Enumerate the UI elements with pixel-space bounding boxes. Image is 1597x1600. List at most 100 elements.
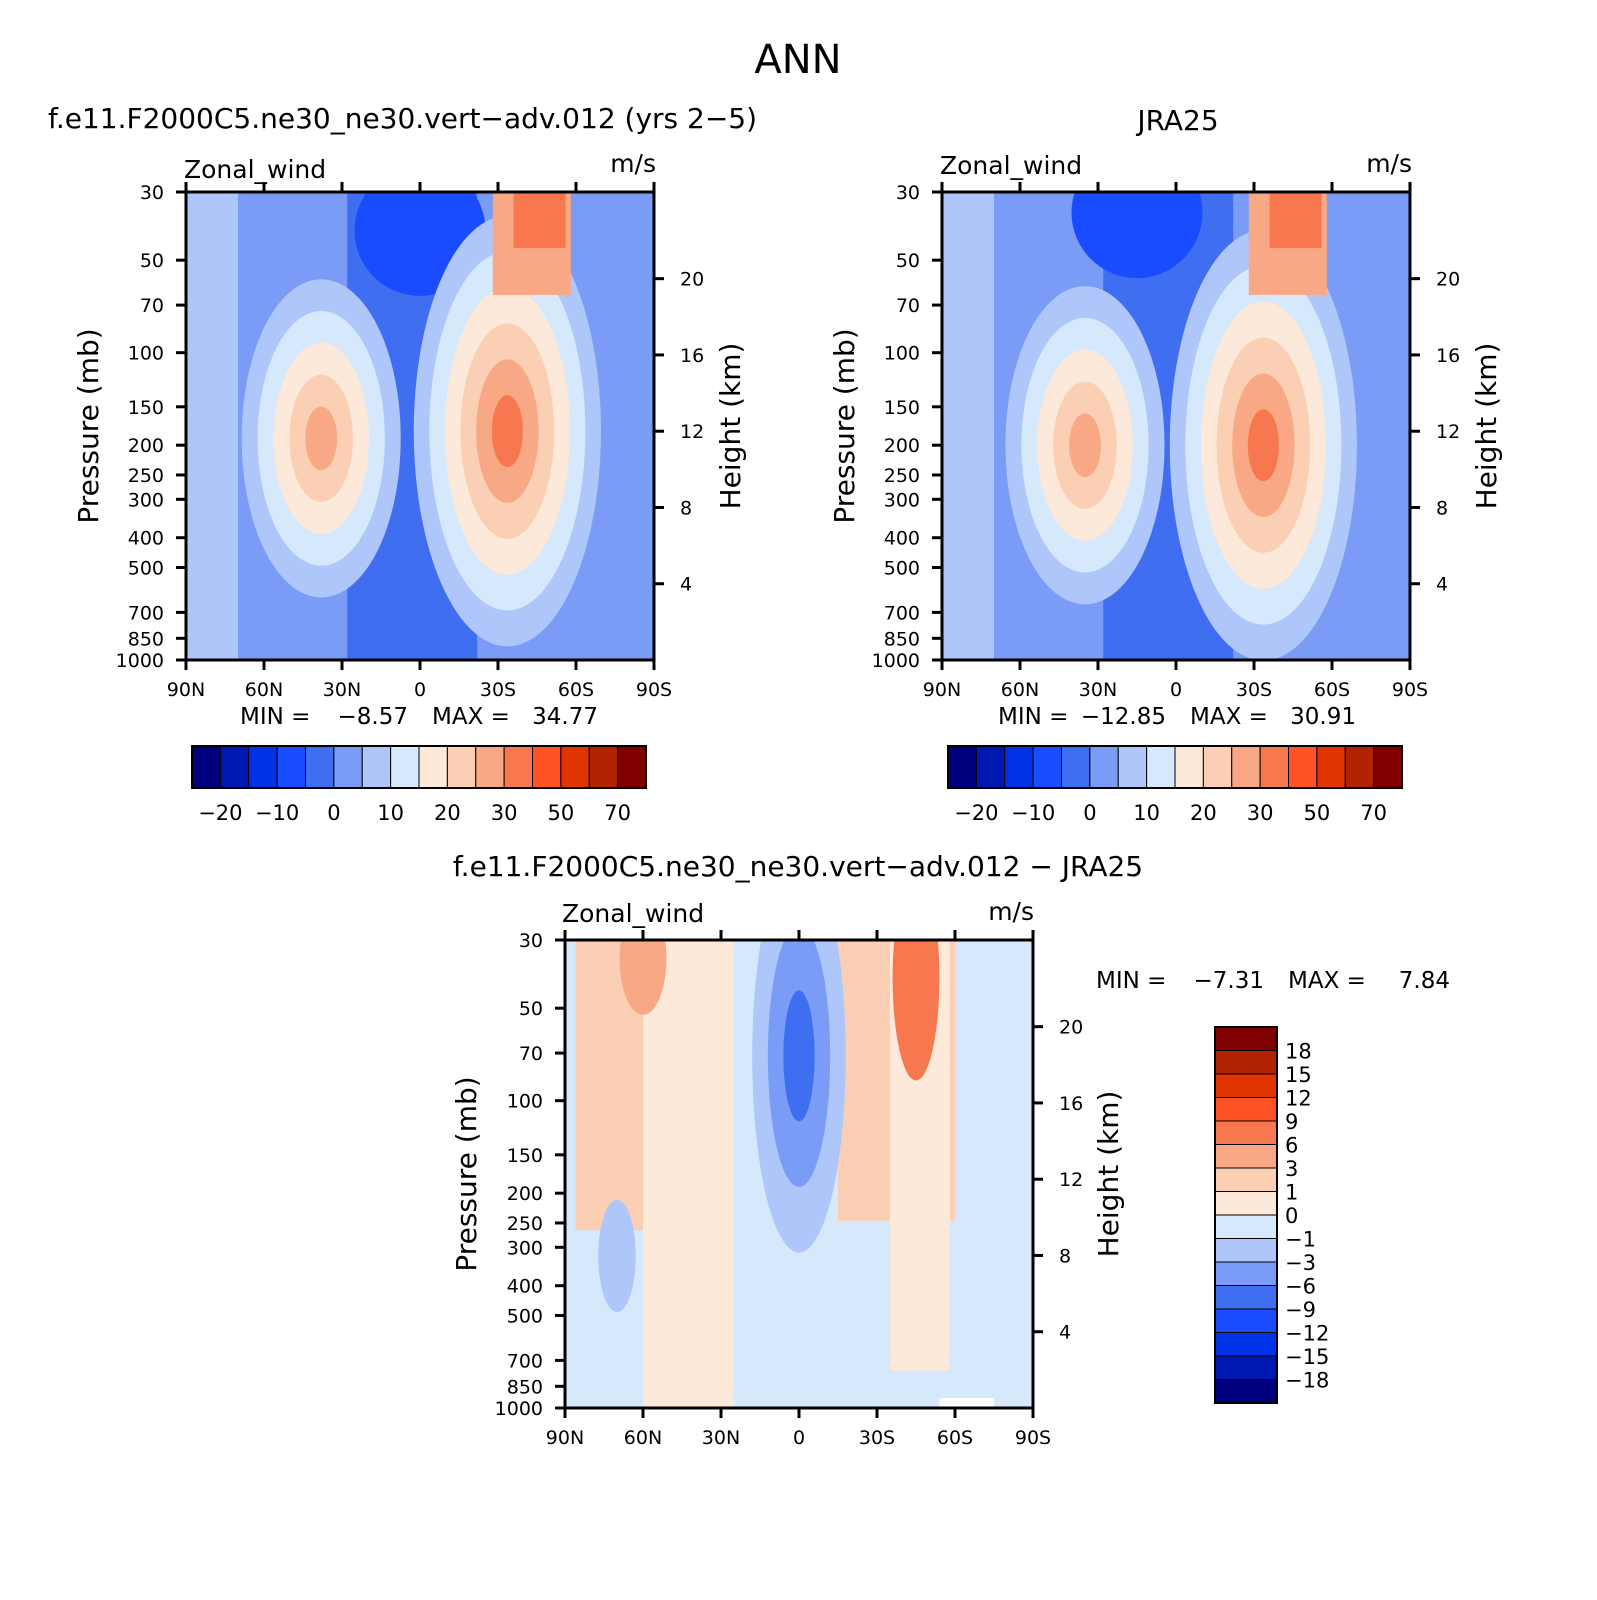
- panel-obs-right-label: m/s: [1366, 149, 1412, 178]
- colorbar-label: 50: [1304, 801, 1331, 825]
- field-sh-polar: [628, 192, 654, 660]
- colorbar-label: 18: [1285, 1040, 1312, 1064]
- panel-diff-axes: 90N 60N 30N 0 30S 60S 90S 30 50 70 100 150 200 250300…: [495, 930, 1083, 1449]
- panel-model-left-label: Zonal_wind: [184, 155, 326, 184]
- colorbar-swatch: [560, 745, 590, 789]
- y-tick-label: 70: [140, 295, 164, 317]
- y-tick-label: 500: [128, 557, 164, 579]
- y2-tick-label: 20: [1059, 1017, 1083, 1039]
- colorbar-swatch: [1214, 1026, 1278, 1051]
- x-tick-label: 30N: [323, 679, 361, 701]
- colorbar-label: −18: [1285, 1369, 1329, 1393]
- y2-tick-label: 8: [1436, 497, 1448, 519]
- colorbar-label: −9: [1285, 1298, 1316, 1322]
- y2-tick-label: 20: [1436, 269, 1460, 291]
- y-tick-label: 1000: [116, 650, 164, 672]
- y-tick-label: 100: [507, 1091, 543, 1113]
- panel-obs-ylabel: Pressure (mb): [828, 328, 861, 523]
- easterly-core-0: [1071, 192, 1203, 279]
- colorbar-swatch: [617, 745, 647, 789]
- y-tick-label: 300: [507, 1237, 543, 1259]
- colorbar-swatch: [1117, 745, 1148, 789]
- y-tick-label: 200: [128, 435, 164, 457]
- panel-model-min-label: MIN =: [240, 704, 310, 730]
- y2-tick-label: 16: [1059, 1093, 1083, 1115]
- panel-obs-left-label: Zonal_wind: [940, 151, 1082, 180]
- panel-obs-colorbar: −20 −10 0 10 20 30 50 70: [947, 745, 1403, 825]
- panel-model-y2label: Height (km): [714, 343, 747, 510]
- y-tick-label: 250: [507, 1213, 543, 1235]
- panel-model: f.e11.F2000C5.ne30_ne30.vert−adv.012 (yr…: [48, 102, 757, 825]
- y2-tick-label: 20: [680, 269, 704, 291]
- y-tick-label: 850: [128, 628, 164, 650]
- y-tick-label: 50: [896, 250, 920, 272]
- colorbar-label: 0: [1285, 1204, 1298, 1228]
- colorbar-label: −20: [198, 801, 242, 825]
- colorbar-swatch: [1174, 745, 1204, 789]
- y-tick-label: 400: [884, 528, 920, 550]
- colorbar-swatch: [1259, 745, 1289, 789]
- colorbar-swatch: [1032, 745, 1062, 789]
- y-tick-label: 300: [884, 489, 920, 511]
- colorbar-swatch: [390, 745, 420, 789]
- missing-data: [939, 1398, 994, 1408]
- y2-tick-label: 4: [1059, 1322, 1071, 1344]
- y-tick-label: 700: [884, 602, 920, 624]
- y-tick-label: 70: [896, 295, 920, 317]
- panel-obs-max-value: 30.91: [1290, 704, 1356, 730]
- colorbar-swatch: [333, 745, 363, 789]
- x-tick-label: 30S: [859, 1427, 895, 1449]
- panel-diff-max-label: MAX =: [1288, 968, 1366, 994]
- colorbar-label: 20: [434, 801, 461, 825]
- colorbar-swatch: [1214, 1355, 1278, 1380]
- y-tick-label: 500: [884, 557, 920, 579]
- colorbar-swatch: [191, 745, 221, 789]
- y-tick-label: 1000: [495, 1398, 543, 1420]
- x-tick-label: 90N: [923, 679, 961, 701]
- y2-tick-label: 8: [680, 497, 692, 519]
- colorbar-swatch: [446, 745, 477, 789]
- y-tick-label: 30: [519, 930, 543, 952]
- colorbar-swatch: [1146, 745, 1176, 789]
- colorbar-label: 30: [1247, 801, 1274, 825]
- panel-diff-right-label: m/s: [988, 897, 1034, 926]
- colorbar-swatch: [1214, 1261, 1278, 1286]
- colorbar-swatch: [1004, 745, 1034, 789]
- colorbar-swatch: [1202, 745, 1233, 789]
- y2-tick-label: 16: [1436, 345, 1460, 367]
- colorbar-label: 12: [1285, 1087, 1312, 1111]
- nh-jet-level-4: [1069, 413, 1101, 478]
- panel-model-max-label: MAX =: [432, 704, 510, 730]
- y-tick-label: 50: [519, 998, 543, 1020]
- colorbar-label: 9: [1285, 1110, 1298, 1134]
- field-sh-polar: [1384, 192, 1410, 660]
- panel-obs-min-label: MIN =: [998, 704, 1068, 730]
- strat-westerly-core: [513, 192, 566, 249]
- y-tick-label: 100: [884, 343, 920, 365]
- x-tick-label: 30S: [1236, 679, 1272, 701]
- colorbar-swatch: [361, 745, 392, 789]
- y-tick-label: 150: [884, 397, 920, 419]
- x-tick-label: 0: [1170, 679, 1182, 701]
- sh-jet-level-5: [1247, 409, 1279, 482]
- colorbar-swatch: [1214, 1073, 1278, 1098]
- x-tick-label: 90N: [167, 679, 205, 701]
- nh-weak-positive: [643, 940, 734, 1408]
- x-tick-label: 90S: [1015, 1427, 1051, 1449]
- colorbar-swatch: [1344, 745, 1375, 789]
- panel-model-contours: [186, 192, 654, 660]
- colorbar-swatch: [475, 745, 505, 789]
- colorbar-label: −3: [1285, 1251, 1316, 1275]
- colorbar-label: −6: [1285, 1275, 1316, 1299]
- colorbar-swatch: [1214, 1332, 1278, 1357]
- panel-model-title: f.e11.F2000C5.ne30_ne30.vert−adv.012 (yr…: [48, 102, 757, 135]
- colorbar-swatch: [1214, 1285, 1278, 1310]
- panel-model-right-label: m/s: [610, 149, 656, 178]
- x-tick-label: 60S: [937, 1427, 973, 1449]
- colorbar-swatch: [1214, 1167, 1278, 1192]
- colorbar-label: −12: [1285, 1322, 1329, 1346]
- y-tick-label: 30: [140, 182, 164, 204]
- panel-obs-max-label: MAX =: [1190, 704, 1268, 730]
